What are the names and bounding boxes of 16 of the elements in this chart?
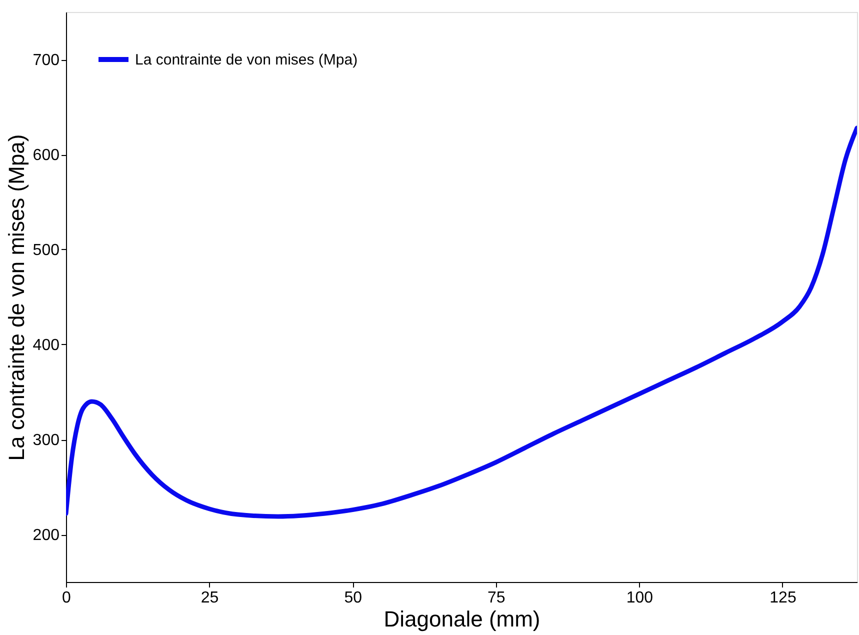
x-axis-title: Diagonale (mm) (384, 606, 540, 632)
y-tick-label: 500 (32, 242, 60, 259)
x-tick-label: 50 (344, 590, 362, 606)
x-tick-label: 75 (487, 590, 506, 606)
y-tick-label: 300 (32, 432, 60, 449)
line-series (66, 126, 857, 519)
x-tick-label: 25 (200, 590, 219, 606)
x-tick-label: 100 (626, 590, 654, 606)
y-tick-label: 700 (32, 52, 60, 69)
y-axis-title: La contrainte de von mises (Mpa) (4, 134, 29, 461)
x-tick-label: 125 (770, 590, 796, 606)
y-tick-label: 200 (32, 527, 60, 544)
legend-label: La contrainte de von mises (Mpa) (135, 52, 358, 68)
x-tick-label: 0 (62, 590, 72, 606)
y-tick-label: 400 (32, 337, 60, 354)
y-tick-label: 600 (32, 147, 60, 164)
